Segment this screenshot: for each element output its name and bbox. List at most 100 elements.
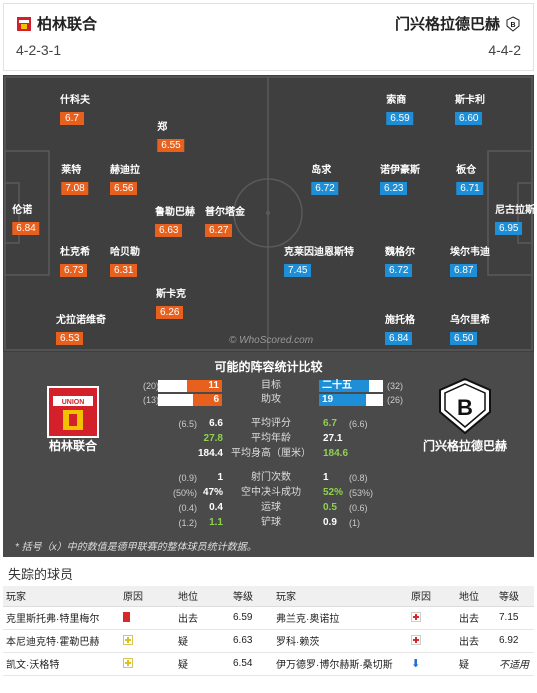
player-name: 尤拉诺维奇: [56, 315, 106, 326]
stat-row: 184.4 平均身高（厘米） 184.6: [3, 447, 534, 461]
away-stat-value: 0.9: [323, 517, 337, 528]
home-player[interactable]: 哈贝勒 6.31: [110, 243, 140, 278]
home-player[interactable]: 伦诺 6.84: [12, 201, 40, 236]
col-rating: 等级: [496, 586, 534, 607]
home-player[interactable]: 尤拉诺维奇 6.53: [56, 311, 106, 346]
home-team-name: 柏林联合: [37, 16, 98, 33]
away-player[interactable]: 克莱因迪恩斯特 7.45: [284, 243, 354, 278]
stat-row: (6.5) 6.6 平均评分 6.7 (6.6): [3, 417, 534, 431]
player-rating: 7.45: [284, 264, 312, 277]
away-missing-player[interactable]: 罗科·赖茨: [273, 629, 408, 653]
player-name: 索商: [386, 95, 407, 106]
home-stat-value: 184.4: [197, 448, 223, 459]
stat-row: (0.4) 0.4 运球 0.5 (0.6): [3, 501, 534, 515]
home-missing-status: 疑: [175, 652, 230, 676]
stat-label: 平均评分: [251, 418, 291, 429]
home-player[interactable]: 鲁勒巴赫 6.63: [155, 203, 195, 238]
player-name: 斯卡利: [455, 95, 485, 106]
away-player[interactable]: 索商 6.59: [386, 91, 414, 126]
player-rating: 6.56: [110, 182, 138, 195]
away-missing-status: 出去: [456, 629, 496, 653]
away-stat-value: 27.1: [323, 433, 343, 444]
away-team-name: 门兴格拉德巴赫: [394, 16, 500, 33]
home-missing-status: 疑: [175, 629, 230, 653]
table-row: 本尼迪克特·霍勒巴赫 疑 6.63 罗科·赖茨 出去 6.92: [3, 629, 534, 653]
formation-pitch: © WhoScored.com 什科夫 6.7 郑 6.55 莱特 7.08 赫迪拉 6…: [3, 75, 534, 352]
away-player[interactable]: 埃尔韦迪 6.87: [450, 243, 490, 278]
player-name: 鲁勒巴赫: [155, 207, 195, 218]
home-missing-reason: [120, 629, 175, 653]
svg-text:UNION: UNION: [62, 399, 85, 406]
home-missing-player[interactable]: 凯文·沃格特: [3, 652, 120, 676]
stat-bar-row: (13) 6 助攻 19 (26): [3, 393, 534, 407]
player-rating: 6.60: [455, 112, 483, 125]
home-missing-player[interactable]: 本尼迪克特·霍勒巴赫: [3, 629, 120, 653]
home-missing-player[interactable]: 克里斯托弗·特里梅尔: [3, 606, 120, 630]
missing-players-title: 失踪的球员: [8, 567, 74, 582]
doubtful-icon: [123, 635, 133, 646]
away-missing-player[interactable]: 弗兰克·奥诺拉: [273, 606, 408, 630]
away-bar: 19: [319, 394, 383, 406]
home-stat-value: 1.1: [209, 517, 223, 528]
col-rating: 等级: [230, 586, 273, 607]
away-stat-value: 52%: [323, 487, 344, 498]
away-player[interactable]: 乌尔里希 6.50: [450, 311, 490, 346]
player-rating: 6.71: [456, 182, 484, 195]
player-name: 普尔塔金: [205, 207, 245, 218]
away-side: 6.7 (6.6): [319, 417, 534, 431]
gladbach-crest-icon: B: [506, 15, 520, 32]
away-player[interactable]: 板仓 6.71: [456, 161, 484, 196]
away-bar-fill: [319, 380, 369, 392]
union-berlin-crest-icon: [17, 16, 31, 31]
home-league-avg: (50%): [172, 488, 197, 498]
home-player[interactable]: 普尔塔金 6.27: [205, 203, 245, 238]
union-berlin-crest-icon: UNION: [47, 386, 99, 438]
home-player[interactable]: 斯卡克 6.26: [156, 285, 186, 320]
table-row: 克里斯托弗·特里梅尔 出去 6.59 弗兰克·奥诺拉 出去 7.15: [3, 606, 534, 630]
home-player[interactable]: 郑 6.55: [157, 118, 185, 153]
home-bar-value: 6: [213, 394, 219, 405]
stat-label: 空中决斗成功: [241, 487, 301, 498]
away-side: 二十五 (32): [319, 379, 534, 393]
away-side: 1 (0.8): [319, 471, 534, 485]
away-team-label: 门兴格拉德巴赫: [422, 439, 507, 453]
home-league-avg: (0.9): [178, 473, 197, 483]
home-side: 27.8: [3, 432, 223, 446]
stats-footnote: * 括号（x）中的数值是德甲联赛的整体球员统计数据。: [15, 542, 257, 553]
away-missing-player[interactable]: 伊万德罗·博尔赫斯·桑切斯: [273, 652, 408, 676]
away-player[interactable]: 魏格尔 6.72: [385, 243, 415, 278]
player-rating: 6.87: [450, 264, 478, 277]
player-rating: 6.95: [495, 222, 523, 235]
stat-row: (0.9) 1 射门次数 1 (0.8): [3, 471, 534, 485]
home-team[interactable]: 柏林联合: [16, 13, 97, 34]
home-player[interactable]: 什科夫 6.7: [60, 91, 90, 126]
player-name: 斯卡克: [156, 289, 186, 300]
away-player[interactable]: 施托格 6.84: [385, 311, 415, 346]
home-player[interactable]: 莱特 7.08: [61, 161, 89, 196]
away-player[interactable]: 诺伊豪斯 6.23: [380, 161, 420, 196]
home-missing-status: 出去: [175, 606, 230, 630]
away-bar-fill: [319, 394, 366, 406]
svg-text:B: B: [457, 395, 473, 420]
home-team-label: 柏林联合: [48, 439, 97, 453]
stat-bar-row: (20) 11 目标 二十五 (32): [3, 379, 534, 393]
player-name: 诺伊豪斯: [380, 165, 420, 176]
col-status: 地位: [456, 586, 496, 607]
away-missing-reason: [408, 606, 456, 630]
home-player[interactable]: 杜克希 6.73: [60, 243, 90, 278]
away-side: 0.5 (0.6): [319, 501, 534, 515]
player-name: 伦诺: [12, 205, 33, 216]
red-card-icon: [123, 612, 130, 623]
away-missing-rating: 7.15: [496, 606, 534, 630]
away-side: 184.6: [319, 447, 534, 461]
away-player[interactable]: 尼古拉斯 6.95: [495, 201, 534, 236]
stat-label: 铲球: [261, 517, 281, 528]
player-rating: 6.55: [157, 139, 185, 152]
home-player[interactable]: 赫迪拉 6.56: [110, 161, 140, 196]
away-missing-status: 疑: [456, 652, 496, 676]
away-player[interactable]: 岛求 6.72: [311, 161, 339, 196]
player-rating: 6.63: [155, 224, 183, 237]
away-team[interactable]: 门兴格拉德巴赫 B: [395, 13, 521, 34]
player-name: 岛求: [311, 165, 332, 176]
away-player[interactable]: 斯卡利 6.60: [455, 91, 485, 126]
